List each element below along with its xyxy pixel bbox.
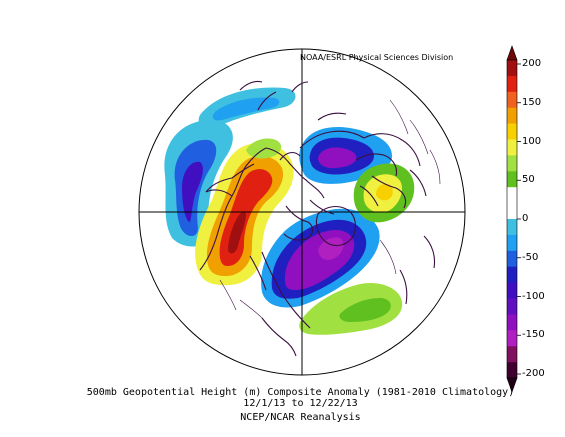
colorbar-swatch — [507, 234, 517, 252]
colorbar-swatch — [507, 219, 517, 236]
colorbar-top-arrow — [506, 45, 518, 61]
colorbar-swatch — [507, 123, 517, 140]
colorbar-swatch — [507, 203, 517, 220]
colorbar-swatch — [507, 171, 517, 188]
credit-label: NOAA/ESRL Physical Sciences Division — [300, 53, 454, 62]
caption-dates: 12/1/13 to 12/22/13 — [243, 398, 358, 409]
anomaly-alaska-north — [246, 138, 282, 159]
colorbar-swatch — [507, 314, 517, 331]
colorbar-tick-label: 100 — [522, 135, 542, 147]
colorbar-swatch — [507, 266, 517, 283]
anomaly-atlantic-ridge-inner — [339, 298, 391, 322]
colorbar-swatch — [507, 330, 517, 347]
colorbar-swatch — [507, 362, 517, 379]
coastlines — [199, 80, 441, 357]
colorbar-tick-label: 150 — [522, 96, 542, 108]
colorbar-swatch — [507, 187, 517, 204]
colorbar-tick-label: -150 — [522, 329, 545, 341]
anomaly-pacific-low-inner — [182, 161, 203, 222]
colorbar-swatch — [507, 282, 517, 299]
anomaly-western-ridge-max — [228, 212, 246, 254]
colorbar-swatch — [507, 91, 517, 108]
colorbar-swatch — [507, 139, 517, 156]
colorbar-swatch — [507, 107, 517, 124]
colorbar-swatch — [507, 60, 517, 77]
colorbar-swatch — [507, 250, 517, 267]
caption-title: 500mb Geopotential Height (m) Composite … — [86, 387, 515, 398]
anomaly-eurasia-ridge-core — [376, 184, 393, 201]
colorbar-swatch — [507, 155, 517, 172]
colorbar-tick-label: -50 — [522, 251, 539, 263]
colorbar-tick-label: 50 — [522, 174, 535, 186]
colorbar-tick-label: -200 — [522, 368, 545, 379]
colorbar-swatch — [507, 298, 517, 315]
colorbar-swatch — [507, 75, 517, 93]
caption-source: NCEP/NCAR Reanalysis — [240, 412, 361, 423]
anomaly-arctic-trough-inner — [318, 147, 357, 168]
colorbar — [506, 45, 521, 393]
colorbar-tick-label: 200 — [522, 58, 542, 69]
colorbar-swatch — [507, 346, 517, 363]
anomaly-field — [164, 87, 415, 335]
anomaly-na-trough-core — [318, 237, 344, 260]
colorbar-tick-label: 0 — [522, 213, 529, 224]
colorbar-tick-label: -100 — [522, 290, 545, 302]
